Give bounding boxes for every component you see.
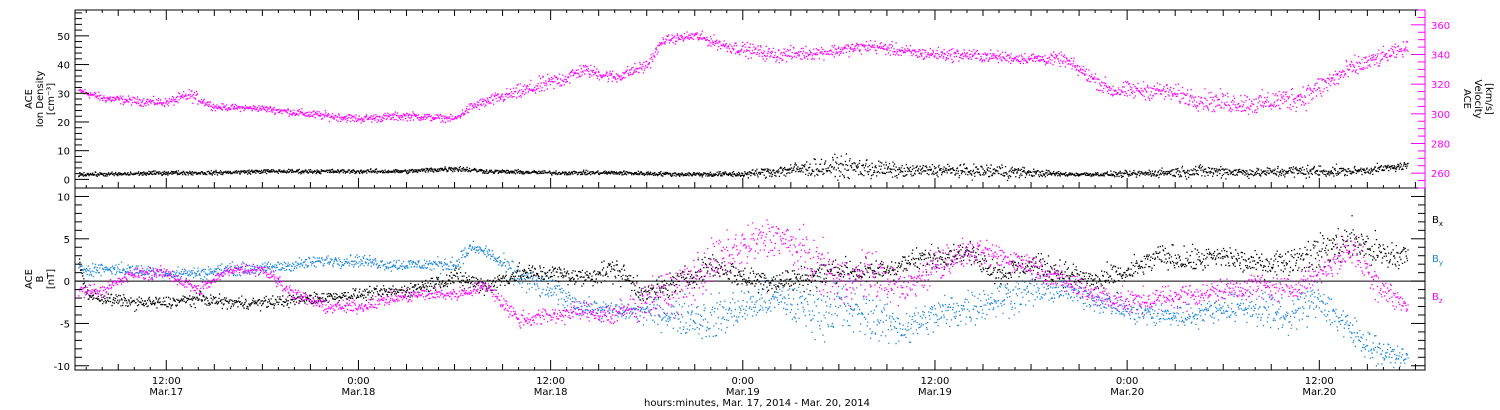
x-tick-label-time: 12:00 [1305,376,1334,387]
x-tick-label-time: 12:00 [536,376,565,387]
density-tick-label: 40 [57,61,70,72]
x-axis-title: hours:minutes, Mar. 17, 2014 - Mar. 20, … [644,398,870,409]
x-tick-label-time: 12:00 [921,376,950,387]
x-tick-label-time: 0:00 [347,376,369,387]
velocity-axis-label-line1: ACE [1461,89,1472,109]
b-tick-label: -5 [60,319,70,330]
density-axis-label-line3: [cm⁻³] [46,83,57,115]
bx-series [78,215,1409,312]
velocity-tick-label: 260 [1431,169,1450,180]
b-axis-label-line3: [nT] [46,269,57,289]
density-tick-label: 30 [57,89,70,100]
legend-bx: Bx [1432,215,1443,228]
bx-series-points [78,215,1409,312]
density-tick-label: 10 [57,147,70,158]
top-panel-frame [74,9,1426,189]
bottom-panel-frame [74,187,1426,371]
velocity-tick-label: 300 [1431,110,1450,121]
density-series-points [78,153,1409,182]
x-tick-label-date: Mar.19 [918,387,952,398]
density-axis-label-line2: Ion Density [35,71,46,128]
b-tick-label: 0 [64,277,70,288]
x-tick-label-date: Mar.18 [534,387,568,398]
x-tick-label-time: 12:00 [152,376,181,387]
legend-by: By [1432,254,1443,267]
x-tick-label-date: Mar.18 [342,387,376,398]
x-tick-label-date: Mar.20 [1110,387,1144,398]
b-axis-label-line1: ACE [24,269,35,289]
velocity-series [78,30,1409,124]
velocity-axis-label-line2: Velocity [1472,79,1483,118]
x-tick-label-date: Mar.17 [149,387,183,398]
velocity-tick-label: 280 [1431,140,1450,151]
density-series [78,153,1409,182]
legend-bz: Bz [1432,292,1443,305]
x-tick-label-time: 0:00 [732,376,754,387]
x-tick-label-date: Mar.19 [726,387,760,398]
velocity-axis-label-line3: [km/s] [1483,83,1494,115]
b-axis-label-line2: B [35,275,46,282]
b-tick-label: -10 [54,362,70,373]
b-tick-label: 5 [64,235,70,246]
density-tick-label: 50 [57,32,70,43]
velocity-tick-label: 360 [1431,21,1450,32]
density-tick-label: 20 [57,118,70,129]
density-axis-label-line1: ACE [24,89,35,109]
velocity-series-points [78,30,1409,124]
velocity-tick-label: 340 [1431,51,1450,62]
velocity-tick-label: 320 [1431,80,1450,91]
density-tick-label: 0 [64,175,70,186]
x-tick-label-date: Mar.20 [1302,387,1336,398]
x-tick-label-time: 0:00 [1116,376,1138,387]
b-tick-label: 10 [57,192,70,203]
